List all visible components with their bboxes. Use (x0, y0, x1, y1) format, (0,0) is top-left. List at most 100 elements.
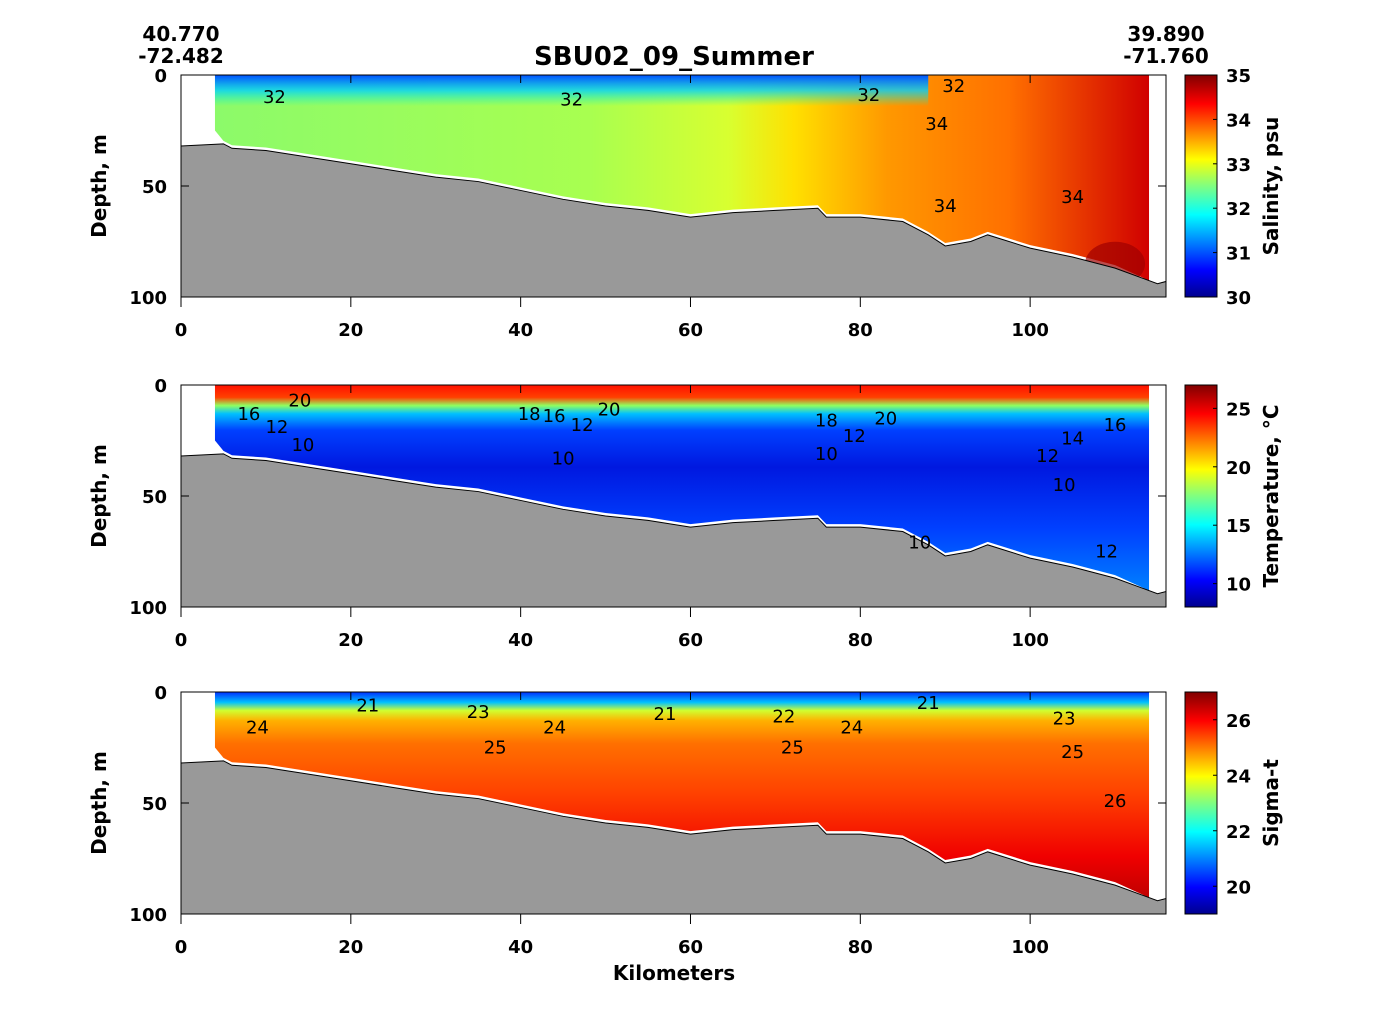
y-tick-label: 0 (154, 683, 167, 704)
contour-label: 22 (772, 706, 795, 727)
x-tick-label: 80 (848, 320, 873, 341)
y-tick-label: 50 (142, 177, 167, 198)
end-lat: 39.890 (1127, 22, 1204, 46)
x-tick-label: 40 (508, 630, 533, 651)
contour-label: 10 (291, 435, 314, 456)
contour-label: 24 (246, 718, 269, 739)
contour-label: 34 (1061, 187, 1084, 208)
contour-label: 26 (1104, 791, 1127, 812)
contour-label: 18 (815, 411, 838, 432)
contour-label: 34 (934, 196, 957, 217)
colorbar-tick-label: 25 (1226, 399, 1251, 420)
data-field-sigma-t (214, 692, 1150, 898)
contour-label: 32 (263, 87, 286, 108)
colorbar (1184, 74, 1218, 298)
colorbar-tick-label: 26 (1226, 711, 1251, 732)
contour-label: 32 (942, 76, 965, 97)
contour-label: 24 (543, 718, 566, 739)
x-tick-label: 20 (338, 320, 363, 341)
seafloor-bathymetry (180, 453, 1167, 608)
chart-title: SBU02_09_Summer (534, 42, 814, 72)
x-tick-label: 0 (175, 937, 188, 958)
y-tick-label: 100 (129, 288, 167, 309)
y-tick-label: 50 (142, 794, 167, 815)
x-tick-label: 60 (678, 630, 703, 651)
data-field-salinity (214, 75, 1150, 281)
contour-label: 10 (815, 444, 838, 465)
contour-label: 10 (908, 533, 931, 554)
contour-label: 12 (571, 415, 594, 436)
x-tick-label: 20 (338, 630, 363, 651)
y-tick-label: 100 (129, 905, 167, 926)
contour-label: 12 (1036, 446, 1059, 467)
contour-label: 16 (543, 406, 566, 427)
fresh-surface-layer (214, 75, 929, 107)
contour-label: 32 (857, 85, 880, 106)
x-tick-label: 80 (848, 630, 873, 651)
contour-label: 23 (1053, 709, 1076, 730)
x-axis-label: Kilometers (613, 961, 735, 985)
y-tick-label: 0 (154, 376, 167, 397)
data-field-temperature (214, 385, 1150, 591)
contour-label: 25 (1061, 742, 1084, 763)
contour-label: 20 (598, 399, 621, 420)
contour-label: 10 (552, 448, 575, 469)
x-tick-label: 40 (508, 320, 533, 341)
contour-label: 34 (925, 114, 948, 135)
contour-label: 32 (560, 89, 583, 110)
colorbar-tick-label: 34 (1226, 110, 1251, 131)
x-tick-label: 100 (1011, 630, 1049, 651)
contour-label: 25 (781, 738, 804, 759)
contour-label: 10 (1053, 475, 1076, 496)
x-tick-label: 100 (1011, 937, 1049, 958)
colorbar-tick-label: 22 (1226, 822, 1251, 843)
colorbar-label: Salinity, psu (1259, 117, 1283, 256)
colorbar-label: Temperature, °C (1259, 404, 1283, 587)
colorbar-tick-label: 32 (1226, 199, 1251, 220)
y-tick-label: 100 (129, 598, 167, 619)
y-axis-label: Depth, m (87, 134, 111, 238)
colorbar-tick-label: 30 (1226, 288, 1251, 309)
y-tick-label: 50 (142, 487, 167, 508)
contour-label: 23 (467, 702, 490, 723)
end-lon: -71.760 (1123, 44, 1208, 68)
colorbar-tick-label: 20 (1226, 458, 1251, 479)
contour-label: 21 (654, 704, 677, 725)
contour-label: 20 (288, 391, 311, 412)
colorbar-tick-label: 20 (1226, 877, 1251, 898)
seafloor-bathymetry (180, 760, 1167, 915)
x-tick-label: 100 (1011, 320, 1049, 341)
x-tick-label: 20 (338, 937, 363, 958)
colorbar-tick-label: 24 (1226, 766, 1251, 787)
contour-label: 25 (484, 738, 507, 759)
start-lat: 40.770 (142, 22, 219, 46)
x-tick-label: 80 (848, 937, 873, 958)
colorbar-tick-label: 10 (1226, 575, 1251, 596)
contour-label: 16 (1104, 415, 1127, 436)
colorbar-tick-label: 33 (1226, 155, 1251, 176)
start-lon: -72.482 (138, 44, 223, 68)
x-tick-label: 60 (678, 937, 703, 958)
colorbar-tick-label: 15 (1226, 516, 1251, 537)
panel-sigma-t: 21 23 24 24 25 21 22 24 25 21 23 25 26 0 50 100 Depth, m… (87, 683, 1283, 958)
contour-label: 12 (843, 426, 866, 447)
contour-label: 24 (840, 718, 863, 739)
contour-label: 21 (917, 693, 940, 714)
colorbar-tick-label: 31 (1226, 244, 1251, 265)
contour-label: 18 (518, 404, 541, 425)
contour-label: 21 (356, 695, 379, 716)
colorbar (1184, 384, 1218, 608)
y-axis-label: Depth, m (87, 751, 111, 855)
colorbar (1184, 691, 1218, 915)
x-tick-label: 60 (678, 320, 703, 341)
x-tick-label: 0 (175, 320, 188, 341)
colorbar-tick-label: 35 (1226, 66, 1251, 87)
contour-label: 16 (237, 404, 260, 425)
x-tick-label: 0 (175, 630, 188, 651)
seafloor-bathymetry (180, 143, 1167, 298)
panel-salinity: 32 32 32 32 34 34 34 0 50 100 Depth, m 0 20 40 60 80 100… (87, 66, 1283, 341)
contour-label: 12 (1095, 542, 1118, 563)
